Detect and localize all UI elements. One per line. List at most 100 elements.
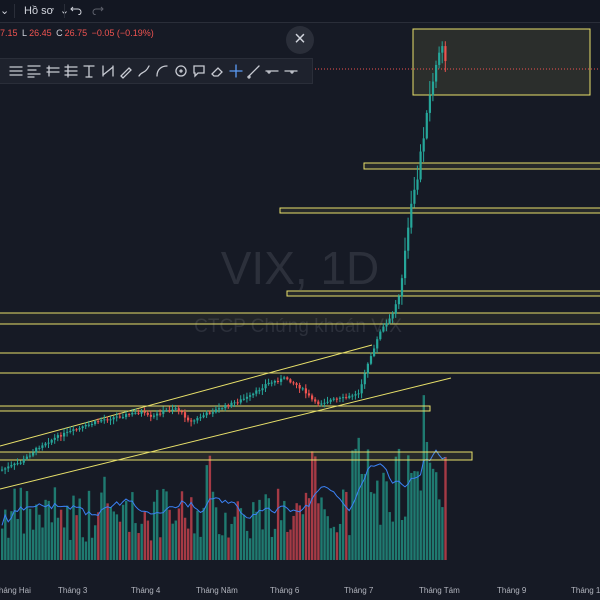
profile-menu-button[interactable]: Hồ sơ ⌄ [24,4,69,17]
redo-icon[interactable] [92,3,104,18]
candle [202,415,205,418]
fib-extension-icon[interactable] [26,63,42,79]
volume-bar [391,521,394,560]
candle [236,402,239,404]
volume-bar [87,490,91,560]
candle [307,393,311,396]
volume-bar [323,509,326,560]
channel-lower-line[interactable] [0,377,452,490]
ohlc-legend: 7.15 L 26.45 C 26.75 −0.05 (−0.19%) [0,28,156,38]
candle [190,420,193,422]
resistance-zone[interactable] [279,207,600,214]
resistance-zone[interactable] [286,290,600,297]
horizontal-ray-icon[interactable] [283,63,299,79]
callout-icon[interactable] [191,63,207,79]
candle [317,401,320,405]
volume-bar [137,533,140,560]
volume-bar [335,532,339,560]
volume-bar [100,492,103,560]
support-zone[interactable] [0,312,600,325]
undo-icon[interactable] [70,3,82,18]
volume-bar [267,498,270,560]
arc-icon[interactable] [154,63,170,79]
volume-bar [280,520,283,560]
candle [326,401,329,403]
candle [81,426,84,429]
close-label: C [56,28,63,38]
candle [422,138,425,152]
volume-bar [261,529,264,560]
candle [63,432,66,437]
volume-bar [202,507,205,560]
fib-retracement-icon[interactable] [8,63,24,79]
volume-bar [283,500,286,560]
candle [342,397,345,399]
volume-bar [199,536,202,560]
text-icon[interactable] [81,63,97,79]
volume-bar [444,456,447,560]
volume-bar [211,491,215,560]
fib-channel-icon[interactable] [45,63,61,79]
candle [249,395,252,397]
support-zone[interactable] [0,405,431,412]
volume-bar [47,500,50,560]
candle [162,410,165,414]
volume-bar [397,448,401,560]
eraser-icon[interactable] [209,63,225,79]
volume-bar [320,497,323,560]
candle [335,398,338,400]
candle [211,412,214,414]
volume-bar [66,505,69,560]
volume-bar [311,451,314,560]
volume-bar [97,512,100,560]
channel-upper-line[interactable] [0,344,373,447]
candle [32,452,35,456]
volume-bar [187,528,190,560]
brush-icon[interactable] [118,63,134,79]
candle [59,435,63,437]
volume-bar [273,528,277,560]
trendline-icon[interactable] [246,63,262,79]
divider [14,4,15,18]
support-zone[interactable] [0,451,473,461]
volume-bar [425,441,429,560]
fib-timezone-icon[interactable] [63,63,79,79]
chevron-down-icon[interactable]: ⌄ [0,5,10,17]
candle [382,326,385,332]
volume-bar [143,511,146,560]
drawings[interactable] [0,28,600,490]
crosshair-icon[interactable] [228,63,244,79]
volume-bar [329,528,332,560]
close-button[interactable]: × [286,26,314,54]
candle [103,419,106,421]
volume-bar [264,494,267,560]
volume-bar [149,540,153,560]
close-icon: × [294,28,306,50]
resistance-zone[interactable] [363,162,600,170]
candle [152,415,156,417]
volume-bar [428,462,432,560]
candle [199,417,202,419]
candle [338,397,342,399]
candle [354,394,357,396]
candle [28,455,32,457]
candle [357,393,360,395]
candle [38,447,41,449]
volume-bar [84,541,88,560]
candle [137,412,140,414]
candle [441,46,444,53]
pen-icon[interactable] [136,63,152,79]
volume-bar [345,491,348,560]
ray-icon[interactable] [264,63,280,79]
volume-bar [168,509,171,560]
candle [255,390,258,394]
candle [115,416,118,418]
volume-bar [72,495,75,560]
regression-icon[interactable] [100,63,116,79]
candle [404,250,407,279]
candle [329,399,332,402]
volume-bar [239,508,243,560]
candle [187,417,190,421]
circle-icon[interactable] [173,63,189,79]
